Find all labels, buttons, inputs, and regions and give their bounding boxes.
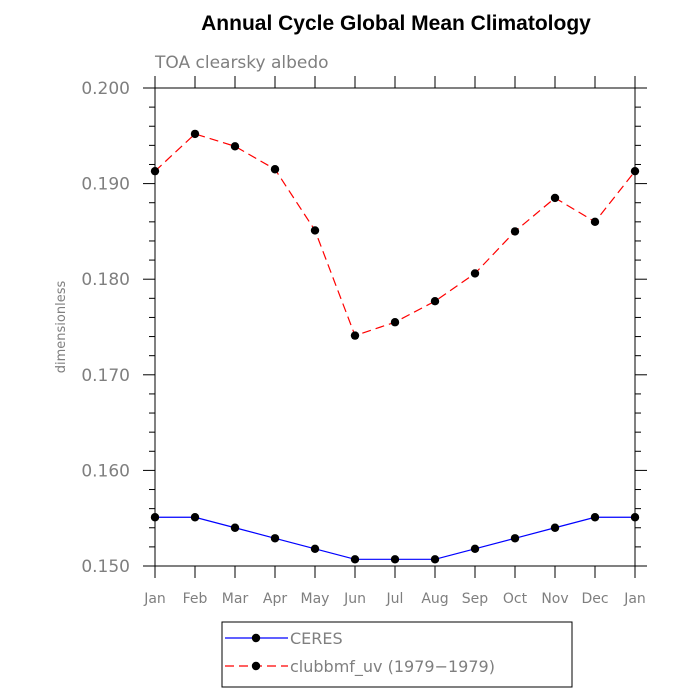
- data-point: [590, 217, 600, 227]
- data-point: [630, 166, 640, 176]
- data-point: [630, 513, 640, 522]
- data-point: [350, 331, 360, 340]
- y-tick-label: 0.190: [81, 175, 130, 195]
- data-point: [150, 513, 160, 522]
- legend-marker-clubbmf: [251, 661, 261, 671]
- x-tick-label: Oct: [503, 591, 528, 607]
- x-tick-label: Aug: [421, 591, 448, 607]
- plot-frame: [154, 87, 636, 567]
- data-point: [310, 544, 320, 553]
- axis-ticks: [143, 76, 647, 578]
- data-point: [510, 534, 520, 543]
- x-tick-label: May: [301, 591, 330, 607]
- y-tick-label: 0.160: [81, 461, 130, 481]
- series-line: [154, 133, 636, 337]
- data-point: [470, 269, 480, 278]
- data-point: [190, 513, 200, 522]
- data-point: [190, 129, 200, 139]
- y-tick-label: 0.200: [81, 79, 130, 99]
- y-tick-label: 0.170: [81, 366, 130, 386]
- x-tick-label: Dec: [581, 591, 608, 607]
- data-point: [550, 193, 560, 203]
- x-tick-label: Jun: [343, 591, 366, 607]
- legend-label-clubbmf: clubbmf_uv (1979−1979): [290, 657, 495, 677]
- x-tick-label: Jan: [623, 591, 646, 607]
- y-axis-label: dimensionless: [54, 281, 69, 374]
- data-point: [350, 555, 360, 564]
- data-point: [270, 534, 280, 543]
- data-point: [230, 142, 240, 151]
- data-point: [390, 318, 400, 327]
- chart-title: Annual Cycle Global Mean Climatology: [201, 12, 591, 35]
- x-tick-label: Jul: [386, 591, 404, 607]
- y-tick-label: 0.150: [81, 557, 130, 577]
- legend-marker-ceres: [251, 633, 261, 643]
- x-tick-label: Nov: [541, 591, 568, 607]
- data-point: [150, 166, 160, 176]
- data-point: [390, 555, 400, 564]
- legend: CERES clubbmf_uv (1979−1979): [221, 621, 573, 688]
- data-point: [270, 165, 280, 174]
- series-0: [150, 513, 640, 564]
- series-layer: [150, 129, 640, 564]
- y-tick-label: 0.180: [81, 270, 130, 290]
- data-point: [510, 227, 520, 236]
- data-point: [590, 513, 600, 522]
- y-tick-labels: 0.150 0.160 0.170 0.180 0.190 0.200: [81, 79, 130, 577]
- data-point: [310, 226, 320, 235]
- legend-box: [221, 621, 573, 688]
- x-tick-label: Jan: [143, 591, 166, 607]
- chart-subtitle: TOA clearsky albedo: [154, 53, 329, 73]
- data-point: [430, 296, 440, 306]
- x-tick-label: Apr: [263, 591, 287, 607]
- data-point: [470, 544, 480, 553]
- x-tick-label: Sep: [462, 591, 489, 607]
- series-1: [150, 129, 640, 340]
- x-tick-label: Feb: [183, 591, 208, 607]
- series-line: [155, 516, 635, 560]
- legend-label-ceres: CERES: [290, 629, 343, 648]
- data-point: [230, 523, 240, 532]
- data-point: [430, 555, 440, 564]
- data-point: [550, 523, 560, 532]
- x-tick-label: Mar: [222, 591, 249, 607]
- x-tick-labels: Jan Feb Mar Apr May Jun Jul Aug Sep Oct Nov Dec Jan: [143, 591, 646, 607]
